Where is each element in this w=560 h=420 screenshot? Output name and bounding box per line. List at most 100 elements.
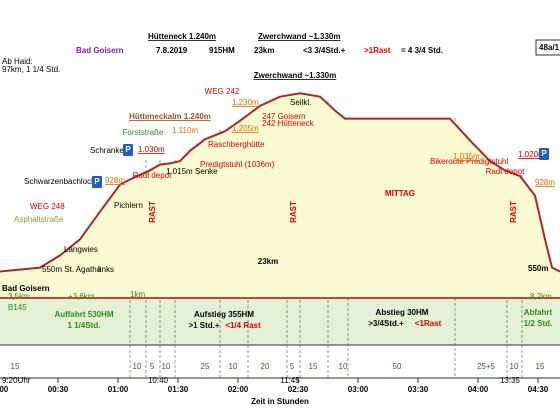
time-label: 11:45 (280, 376, 300, 385)
annotation: 550m (528, 264, 548, 273)
x-tick-label: 03:00 (348, 385, 369, 394)
info: = 4 3/4 Std. (401, 46, 443, 55)
profile-line (0, 92, 560, 273)
x-tick-label: 02:30 (288, 385, 309, 394)
annotation: Seilkl. (290, 98, 311, 107)
title: Zwerchwand ~1.330m (258, 32, 340, 41)
x-tick-label: 04:30 (528, 385, 549, 394)
map-ref-box (535, 39, 560, 56)
annotation: P (94, 177, 100, 186)
duration: 5 (150, 362, 155, 371)
annotation: 1.015m Senke (166, 167, 218, 176)
parking-box (123, 144, 133, 156)
duration: 10 (162, 362, 171, 371)
annotation: WEG 248 (30, 202, 65, 211)
x-tick-label: 01:00 (108, 385, 129, 394)
annotation: Forststraße (123, 128, 164, 137)
time-label: 9:20Uhr (2, 376, 31, 385)
info: 23km (254, 46, 274, 55)
annotation: 8,2km (530, 292, 552, 301)
annotation: Ab Haid: (2, 57, 33, 66)
annotation: Zwerchwand ~1.330m (254, 71, 336, 80)
annotation: MITTAG (385, 189, 415, 198)
info-band (0, 299, 560, 345)
annotation: links (98, 265, 114, 274)
annotation: 1km (130, 290, 145, 299)
title: Hütteneck 1.240m (148, 32, 216, 41)
annotation: 1.230m (232, 98, 259, 107)
x-tick-label: 02:00 (228, 385, 249, 394)
profile-area (0, 93, 560, 298)
annotation: Asphaltstraße (14, 215, 64, 224)
duration: 10 (510, 362, 519, 371)
annotation: Auffahrt 530HM (54, 310, 113, 319)
parking-box (92, 176, 102, 188)
annotation: 247 Goisern (262, 112, 306, 121)
parking-box (539, 148, 549, 160)
x-tick-label: 01:30 (168, 385, 189, 394)
annotation: Schwarzenbachloch (24, 177, 96, 186)
annotation: RAST (289, 201, 298, 223)
map-ref: 48a/1 (539, 43, 560, 52)
annotation: Hütteneckalm 1.240m (129, 112, 211, 121)
x-axis-label: Zeit in Stunden (251, 397, 309, 406)
annotation: Abfahrt (524, 308, 553, 317)
annotation: 242 Hütteneck (262, 119, 315, 128)
annotation: 1.110m (172, 126, 198, 135)
annotation: Radl depot (486, 167, 525, 176)
duration: 15 (536, 362, 545, 371)
annotation: Aufstieg 355HM (194, 310, 254, 319)
annotation: Bad Goisern (2, 284, 50, 293)
plot: 00:00 00:30 01:00 01:30 02:00 02:30 03:00 03:30… (0, 57, 560, 406)
x-tick-label: 00:00 (0, 385, 9, 394)
annotation: 1.030m (138, 145, 165, 154)
info: <3 3/4Std.+ (303, 46, 346, 55)
info: 915HM (209, 46, 235, 55)
annotation: >3/4Std.+ (368, 319, 404, 328)
annotation: +3,6km (68, 292, 95, 301)
x-tick-label: 04:00 (468, 385, 489, 394)
annotation: 23km (258, 257, 278, 266)
x-tick-label: 03:30 (408, 385, 429, 394)
annotation: <1Rast (415, 319, 442, 328)
annotation: 97km, 1 1/4 Std. (2, 65, 60, 74)
annotation: Schranken (90, 146, 128, 155)
annotation: B145 (8, 303, 27, 312)
annotation: 1.205m (232, 124, 259, 133)
duration: 10 (133, 362, 142, 371)
info: Bad Goisern (76, 46, 124, 55)
annotation: Bikeroute Predigtstuhl (430, 157, 508, 166)
time-label: 10:40 (148, 376, 169, 385)
annotation: P (125, 145, 131, 154)
annotation: Predigtstuhl (1036m) (200, 160, 275, 169)
x-tick-label: 00:30 (48, 385, 69, 394)
duration: 25+5 (477, 362, 496, 371)
annotation: RAST (509, 201, 518, 223)
duration: 10 (229, 362, 238, 371)
annotation: P (541, 149, 547, 158)
annotation: 1.020m (518, 150, 545, 159)
duration: 10 (339, 362, 348, 371)
duration: 25 (201, 362, 210, 371)
annotation: 1 1/4Std. (68, 321, 101, 330)
annotation: Langwies (64, 245, 98, 254)
annotation: 1/2 Std. (524, 319, 552, 328)
annotation: 928m (105, 176, 125, 185)
annotation: 928m (535, 178, 555, 187)
annotation: <1/4 Rast (225, 321, 261, 330)
annotation: 550m St. Agatha (42, 265, 102, 274)
annotation: RAST (148, 201, 157, 223)
annotation: 3,5km (8, 292, 30, 301)
annotation: WEG 242 (205, 87, 240, 96)
annotation: Raschberghütte (208, 140, 265, 149)
annotation: Radl depot (133, 171, 172, 180)
duration: 15 (11, 362, 20, 371)
duration: 5 (290, 362, 295, 371)
duration: 50 (393, 362, 402, 371)
duration: 15 (309, 362, 318, 371)
annotation: Abstieg 30HM (376, 308, 429, 317)
annotation: Pichlern (114, 201, 143, 210)
annotation: 1.035m (453, 152, 480, 161)
info: >1Rast (364, 46, 391, 55)
